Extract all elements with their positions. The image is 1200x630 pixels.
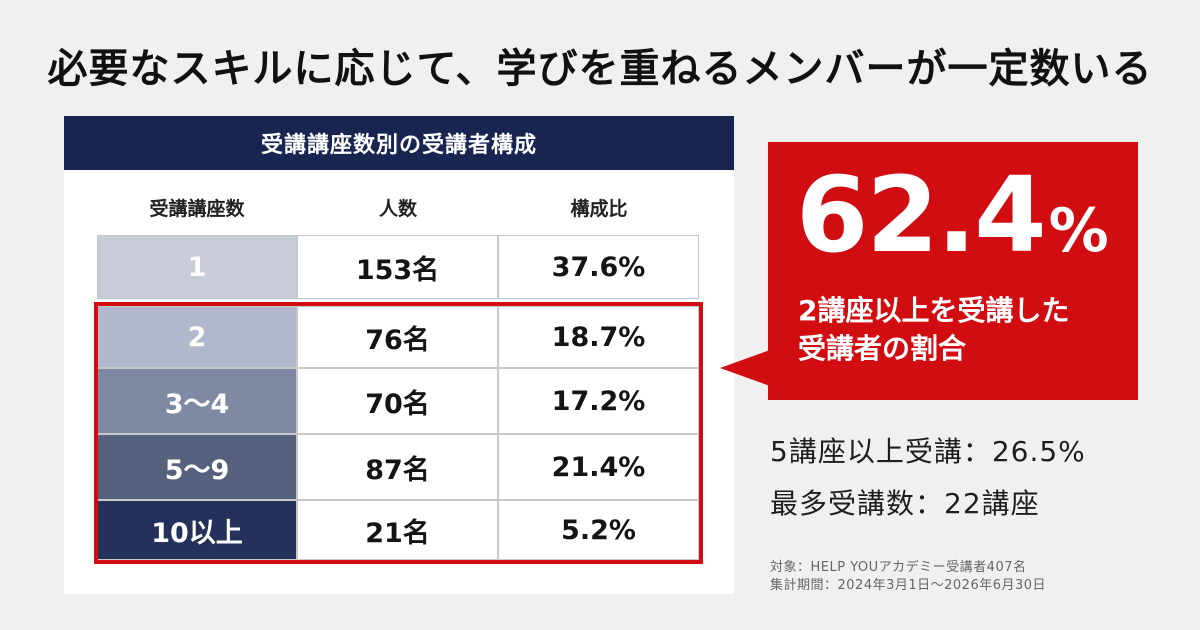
- table-row: 10以上 21名 5.2%: [97, 500, 699, 560]
- table-row: 3〜4 70名 17.2%: [97, 368, 699, 434]
- row-count-cell: 70名: [297, 368, 498, 434]
- note-target: 対象：HELP YOUアカデミー受講者407名: [770, 560, 1027, 575]
- callout-value: 62.4%: [796, 158, 1109, 272]
- row-share-cell: 17.2%: [498, 368, 699, 434]
- headline: 必要なスキルに応じて、学びを重ねるメンバーが一定数いる: [47, 46, 1153, 92]
- row-courses-cell: 5〜9: [97, 434, 297, 500]
- table-row: 2 76名 18.7%: [97, 306, 699, 368]
- row-courses-cell: 2: [97, 306, 297, 368]
- callout-line-2: 受講者の割合: [798, 331, 967, 365]
- column-header-count: 人数: [378, 198, 417, 220]
- stat-max-courses: 最多受講数：22講座: [770, 487, 1040, 520]
- row-share-cell: 21.4%: [498, 434, 699, 500]
- note-period: 集計期間：2024年3月1日〜2026年6月30日: [770, 578, 1047, 593]
- callout-unit: %: [1048, 196, 1109, 266]
- table-row: 5〜9 87名 21.4%: [97, 434, 699, 500]
- course-count-table: 受講講座数別の受講者構成 受講講座数 人数 構成比 1 153名 37.6% 2…: [64, 116, 734, 594]
- row-courses-cell: 1: [97, 235, 297, 299]
- row-count-cell: 153名: [297, 235, 498, 299]
- column-header-courses: 受講講座数: [149, 198, 245, 220]
- row-courses-cell: 3〜4: [97, 368, 297, 434]
- callout-pointer: [720, 350, 770, 386]
- row-courses-cell: 10以上: [97, 500, 297, 560]
- callout-description: 2講座以上を受講した 受講者の割合: [798, 292, 1128, 368]
- row-count-cell: 76名: [297, 306, 498, 368]
- row-count-cell: 87名: [297, 434, 498, 500]
- column-header-share: 構成比: [570, 198, 628, 220]
- row-share-cell: 18.7%: [498, 306, 699, 368]
- callout-box: 62.4% 2講座以上を受講した 受講者の割合: [768, 142, 1138, 400]
- row-share-cell: 5.2%: [498, 500, 699, 560]
- stat-five-plus: 5講座以上受講：26.5%: [770, 435, 1086, 468]
- callout-number: 62.4: [796, 154, 1047, 276]
- table-row: 1 153名 37.6%: [97, 235, 699, 299]
- row-count-cell: 21名: [297, 500, 498, 560]
- row-share-cell: 37.6%: [498, 235, 699, 299]
- table-title: 受講講座数別の受講者構成: [64, 116, 734, 170]
- callout-line-1: 2講座以上を受講した: [798, 294, 1070, 327]
